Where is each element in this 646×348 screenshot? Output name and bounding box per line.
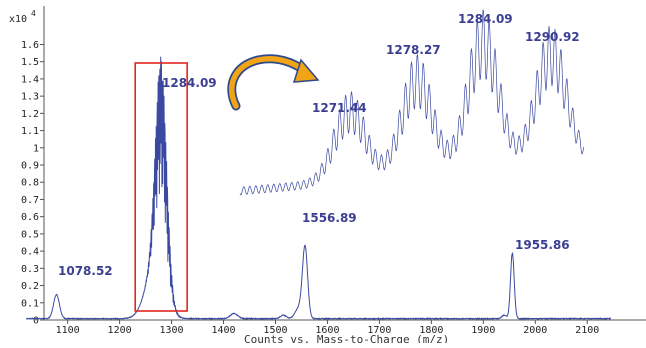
x-axis-title: Counts vs. Mass-to-Charge (m/z)	[244, 333, 449, 343]
highlight-box	[134, 62, 188, 312]
main-peak-labels: 1078.52 1284.09 1556.89 1955.86	[58, 76, 570, 278]
y-tick-label: 1.2	[21, 109, 39, 120]
x-tick-label: 1100	[56, 325, 80, 336]
zoom-arrow	[227, 54, 320, 111]
x-axis-ticks: 1100 1200 1300 1400 1500 1600 1700 1800 1900 2000…	[56, 320, 599, 336]
peak-label-1556: 1556.89	[302, 211, 357, 225]
x-tick-label: 1400	[211, 325, 235, 336]
spectrum-series	[25, 56, 612, 321]
y-axis-ticks: 0 0.1 0.2 0.3 0.4 0.5 0.6 0.7 0.8 0.9 1 1.1 1.2 1.3 1.…	[21, 40, 44, 327]
y-tick-label: 1.3	[21, 92, 39, 103]
y-tick-label: 0.7	[21, 195, 39, 206]
y-tick-label: 1.4	[21, 74, 39, 85]
x-tick-label: 2100	[575, 325, 599, 336]
inset-label-1278: 1278.27	[386, 43, 441, 57]
y-multiplier: x10 4	[9, 9, 36, 25]
x-tick-label: 1200	[108, 325, 132, 336]
peak-label-1955: 1955.86	[515, 238, 570, 252]
inset-label-1271: 1271.44	[312, 101, 367, 115]
y-tick-label: 0.3	[21, 264, 39, 275]
zoomed-inset-series	[239, 9, 585, 196]
y-tick-label: 1	[33, 143, 39, 154]
inset-label-1284: 1284.09	[458, 12, 513, 26]
x-tick-label: 1800	[419, 325, 443, 336]
y-tick-label: 0.6	[21, 212, 39, 223]
y-multiplier-exponent: 4	[31, 9, 36, 18]
y-tick-label: 1.5	[21, 57, 39, 68]
y-multiplier-base: x10	[9, 14, 27, 25]
peak-label-1284: 1284.09	[162, 76, 217, 90]
x-tick-label: 2000	[523, 325, 547, 336]
y-tick-label: 1.1	[21, 126, 39, 137]
y-tick-label: 0.5	[21, 229, 39, 240]
inset-peak-labels: 1271.44 1278.27 1284.09 1290.92	[312, 12, 580, 115]
x-tick-label: 1300	[160, 325, 184, 336]
y-tick-label: 0.4	[21, 247, 39, 258]
x-tick-label: 1700	[367, 325, 391, 336]
y-tick-label: 0.1	[21, 298, 39, 309]
x-tick-label: 1600	[315, 325, 339, 336]
y-tick-label: 0.8	[21, 178, 39, 189]
y-tick-label: 0	[33, 316, 39, 327]
y-tick-label: 0.9	[21, 161, 39, 172]
y-tick-label: 0.2	[21, 281, 39, 292]
x-tick-label: 1500	[263, 325, 287, 336]
plot-frame	[43, 6, 646, 321]
inset-label-1290: 1290.92	[525, 30, 580, 44]
y-tick-label: 1.6	[21, 40, 39, 51]
peak-label-1078: 1078.52	[58, 264, 113, 278]
x-tick-label: 1900	[471, 325, 495, 336]
